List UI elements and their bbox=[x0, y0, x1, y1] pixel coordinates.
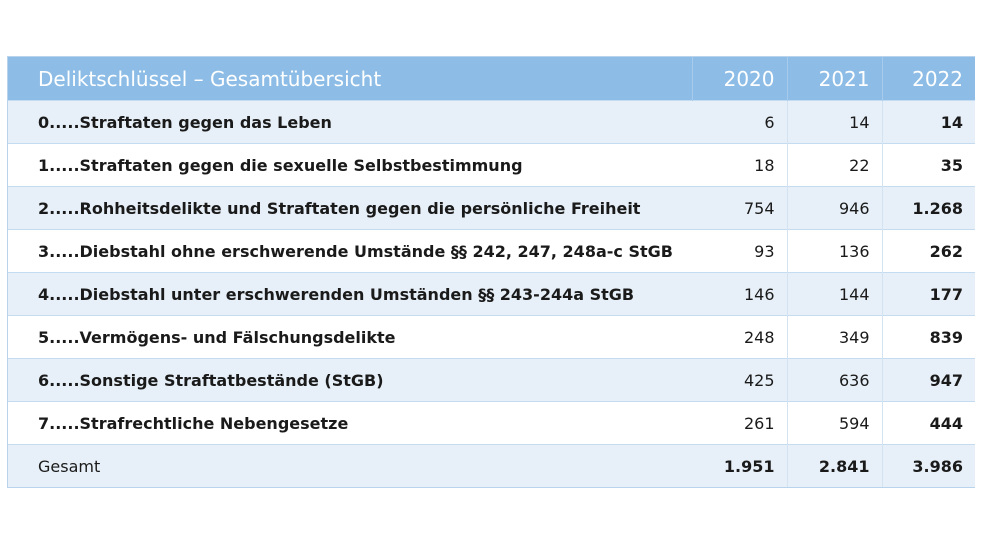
column-header-2022: 2022 bbox=[882, 57, 975, 101]
row-label: 2.....Rohheitsdelikte und Straftaten geg… bbox=[8, 186, 692, 230]
cell-2022: 14 bbox=[882, 100, 975, 144]
total-row: Gesamt 1.951 2.841 3.986 bbox=[8, 444, 975, 487]
cell-2020: 93 bbox=[692, 229, 788, 273]
cell-2021: 144 bbox=[787, 272, 883, 316]
cell-2021: 14 bbox=[787, 100, 883, 144]
cell-2022: 177 bbox=[882, 272, 975, 316]
cell-2022: 839 bbox=[882, 315, 975, 359]
cell-2021: 636 bbox=[787, 358, 883, 402]
row-label: 3.....Diebstahl ohne erschwerende Umstän… bbox=[8, 229, 692, 273]
cell-2020: 146 bbox=[692, 272, 788, 316]
cell-2020: 6 bbox=[692, 100, 788, 144]
crime-statistics-table: Deliktschlüssel – Gesamtübersicht 2020 2… bbox=[7, 56, 975, 488]
cell-2022: 444 bbox=[882, 401, 975, 445]
table-row: 4.....Diebstahl unter erschwerenden Umst… bbox=[8, 272, 975, 316]
cell-2020: 754 bbox=[692, 186, 788, 230]
row-label: 0.....Straftaten gegen das Leben bbox=[8, 100, 692, 144]
table-row: 5.....Vermögens- und Fälschungsdelikte 2… bbox=[8, 315, 975, 359]
table-row: 3.....Diebstahl ohne erschwerende Umstän… bbox=[8, 229, 975, 273]
row-label: 7.....Strafrechtliche Nebengesetze bbox=[8, 401, 692, 445]
row-label: 4.....Diebstahl unter erschwerenden Umst… bbox=[8, 272, 692, 316]
cell-2022: 35 bbox=[882, 143, 975, 187]
cell-2020: 261 bbox=[692, 401, 788, 445]
cell-2021: 136 bbox=[787, 229, 883, 273]
table-row: 6.....Sonstige Straftatbestände (StGB) 4… bbox=[8, 358, 975, 402]
cell-2021: 946 bbox=[787, 186, 883, 230]
column-header-2021: 2021 bbox=[787, 57, 883, 101]
total-label: Gesamt bbox=[8, 444, 692, 487]
table-header-row: Deliktschlüssel – Gesamtübersicht 2020 2… bbox=[8, 57, 975, 101]
total-2022: 3.986 bbox=[882, 444, 975, 487]
row-label: 5.....Vermögens- und Fälschungsdelikte bbox=[8, 315, 692, 359]
table-row: 7.....Strafrechtliche Nebengesetze 261 5… bbox=[8, 401, 975, 445]
table-row: 0.....Straftaten gegen das Leben 6 14 14 bbox=[8, 100, 975, 144]
cell-2022: 947 bbox=[882, 358, 975, 402]
cell-2022: 262 bbox=[882, 229, 975, 273]
cell-2020: 18 bbox=[692, 143, 788, 187]
cell-2021: 594 bbox=[787, 401, 883, 445]
cell-2020: 248 bbox=[692, 315, 788, 359]
total-2021: 2.841 bbox=[787, 444, 883, 487]
cell-2020: 425 bbox=[692, 358, 788, 402]
table-title: Deliktschlüssel – Gesamtübersicht bbox=[8, 57, 693, 101]
row-label: 6.....Sonstige Straftatbestände (StGB) bbox=[8, 358, 692, 402]
table-row: 2.....Rohheitsdelikte und Straftaten geg… bbox=[8, 186, 975, 230]
cell-2021: 22 bbox=[787, 143, 883, 187]
total-2020: 1.951 bbox=[692, 444, 788, 487]
cell-2021: 349 bbox=[787, 315, 883, 359]
column-header-2020: 2020 bbox=[692, 57, 788, 101]
cell-2022: 1.268 bbox=[882, 186, 975, 230]
table-row: 1.....Straftaten gegen die sexuelle Selb… bbox=[8, 143, 975, 187]
table: Deliktschlüssel – Gesamtübersicht 2020 2… bbox=[8, 57, 975, 487]
row-label: 1.....Straftaten gegen die sexuelle Selb… bbox=[8, 143, 692, 187]
